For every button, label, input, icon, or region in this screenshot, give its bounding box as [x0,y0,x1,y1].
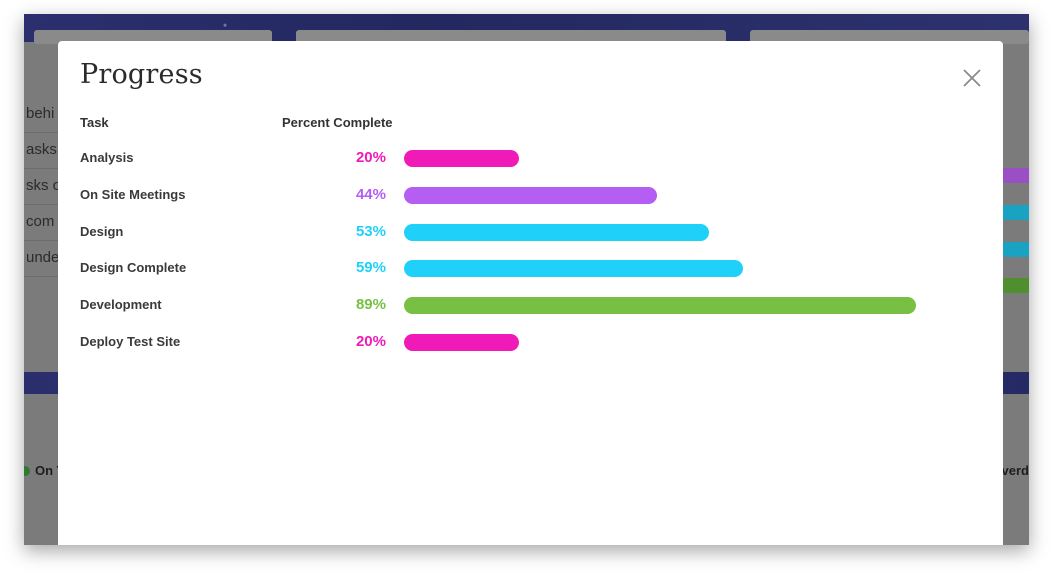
column-header-task: Task [80,115,109,130]
table-row: Deploy Test Site 20% [58,333,1003,370]
table-row: On Site Meetings 44% [58,186,1003,223]
background-card [34,30,272,44]
percent-label: 20% [355,149,386,166]
progress-bar [404,150,519,167]
task-name: Analysis [80,150,134,165]
progress-bar [404,297,916,314]
background-card [296,30,726,44]
task-name: Design Complete [80,260,187,275]
modal-title: Progress [80,59,203,90]
table-row: Analysis 20% [58,149,1003,186]
percent-label: 44% [355,186,386,203]
task-name: Development [80,297,162,312]
progress-bar [404,260,743,277]
legend-overdue: verd [1001,463,1029,478]
background-card [750,30,1029,44]
progress-bar [404,224,709,241]
task-name: Design [80,224,124,239]
background-progress-bar [999,168,1029,183]
background-row: com [24,204,64,241]
progress-bar [404,187,657,204]
table-row: Design 53% [58,223,1003,260]
background-progress-bar [999,242,1029,257]
percent-label: 53% [355,223,386,240]
table-row: Design Complete 59% [58,259,1003,296]
close-button[interactable] [961,67,983,89]
background-row: behi [24,96,64,133]
background-row: asks [24,132,64,169]
progress-bar [404,334,519,351]
percent-label: 59% [355,259,386,276]
close-icon [963,69,981,87]
legend-on-track: On T [24,463,65,478]
status-dot-icon [24,466,30,476]
background-row: unde [24,240,64,277]
table-row: Development 89% [58,296,1003,333]
background-progress-bar [999,205,1029,220]
percent-label: 89% [355,296,386,313]
background-progress-bar [999,278,1029,293]
column-header-percent: Percent Complete [282,115,393,130]
percent-label: 20% [355,333,386,350]
task-name: Deploy Test Site [80,334,181,349]
background-row: sks o [24,168,64,205]
task-name: On Site Meetings [80,187,186,202]
progress-modal: Progress Task Percent Complete Analysis 2… [58,41,1003,545]
